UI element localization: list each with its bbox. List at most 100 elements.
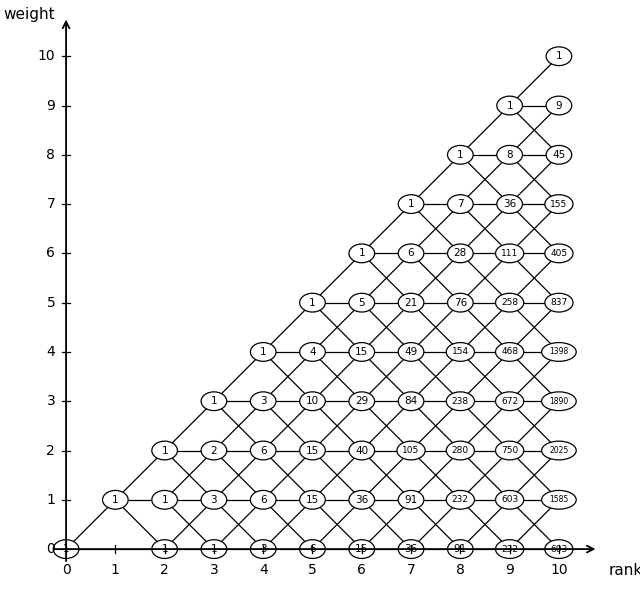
Ellipse shape bbox=[398, 392, 424, 410]
Ellipse shape bbox=[397, 441, 425, 460]
Text: 2: 2 bbox=[211, 445, 217, 455]
Ellipse shape bbox=[152, 441, 177, 460]
Ellipse shape bbox=[300, 343, 325, 361]
Text: 7: 7 bbox=[47, 197, 55, 211]
Text: 603: 603 bbox=[550, 544, 568, 554]
Text: 1: 1 bbox=[358, 248, 365, 259]
Ellipse shape bbox=[300, 441, 325, 460]
Text: 3: 3 bbox=[209, 563, 218, 577]
Text: 1: 1 bbox=[112, 495, 118, 505]
Ellipse shape bbox=[53, 540, 79, 559]
Text: 1: 1 bbox=[111, 563, 120, 577]
Ellipse shape bbox=[541, 343, 576, 361]
Ellipse shape bbox=[447, 244, 473, 263]
Text: 6: 6 bbox=[309, 544, 316, 554]
Text: 3: 3 bbox=[260, 396, 266, 406]
Ellipse shape bbox=[300, 490, 325, 509]
Text: 0: 0 bbox=[61, 563, 70, 577]
Text: 232: 232 bbox=[501, 544, 518, 554]
Text: 76: 76 bbox=[454, 298, 467, 308]
Text: 6: 6 bbox=[357, 563, 366, 577]
Text: 10: 10 bbox=[306, 396, 319, 406]
Ellipse shape bbox=[546, 96, 572, 115]
Ellipse shape bbox=[495, 490, 524, 509]
Ellipse shape bbox=[300, 294, 325, 312]
Ellipse shape bbox=[102, 490, 128, 509]
Text: 238: 238 bbox=[452, 397, 469, 406]
Ellipse shape bbox=[446, 343, 474, 361]
Text: 15: 15 bbox=[355, 544, 369, 554]
Ellipse shape bbox=[545, 294, 573, 312]
Ellipse shape bbox=[495, 294, 524, 312]
Ellipse shape bbox=[349, 392, 374, 410]
Text: 1: 1 bbox=[506, 101, 513, 110]
Ellipse shape bbox=[545, 540, 573, 559]
Text: 91: 91 bbox=[454, 544, 467, 554]
Text: 45: 45 bbox=[552, 150, 566, 160]
Text: 4: 4 bbox=[47, 345, 55, 359]
Ellipse shape bbox=[250, 540, 276, 559]
Text: weight: weight bbox=[4, 7, 55, 22]
Text: 1: 1 bbox=[211, 544, 217, 554]
Ellipse shape bbox=[201, 490, 227, 509]
Ellipse shape bbox=[398, 540, 424, 559]
Ellipse shape bbox=[201, 540, 227, 559]
Text: 750: 750 bbox=[501, 446, 518, 455]
Text: 9: 9 bbox=[556, 101, 562, 110]
Text: 7: 7 bbox=[457, 199, 463, 209]
Text: 36: 36 bbox=[355, 495, 369, 505]
Text: 232: 232 bbox=[452, 495, 469, 504]
Ellipse shape bbox=[495, 540, 524, 559]
Text: 7: 7 bbox=[406, 563, 415, 577]
Text: 49: 49 bbox=[404, 347, 418, 357]
Text: 1: 1 bbox=[211, 396, 217, 406]
Text: 6: 6 bbox=[260, 495, 266, 505]
Ellipse shape bbox=[398, 490, 424, 509]
Text: 9: 9 bbox=[505, 563, 514, 577]
Text: 84: 84 bbox=[404, 396, 418, 406]
Text: 8: 8 bbox=[506, 150, 513, 160]
Text: rank: rank bbox=[608, 563, 640, 578]
Text: 4: 4 bbox=[259, 563, 268, 577]
Ellipse shape bbox=[250, 441, 276, 460]
Text: 2: 2 bbox=[160, 563, 169, 577]
Text: 3: 3 bbox=[260, 544, 266, 554]
Ellipse shape bbox=[349, 441, 374, 460]
Text: 1: 1 bbox=[161, 445, 168, 455]
Ellipse shape bbox=[349, 540, 374, 559]
Ellipse shape bbox=[545, 244, 573, 263]
Text: 15: 15 bbox=[306, 495, 319, 505]
Text: 258: 258 bbox=[501, 298, 518, 307]
Ellipse shape bbox=[250, 490, 276, 509]
Text: 6: 6 bbox=[46, 246, 55, 260]
Text: 1890: 1890 bbox=[549, 397, 568, 406]
Ellipse shape bbox=[541, 441, 576, 460]
Ellipse shape bbox=[300, 392, 325, 410]
Ellipse shape bbox=[495, 244, 524, 263]
Ellipse shape bbox=[447, 195, 473, 213]
Ellipse shape bbox=[447, 540, 473, 559]
Ellipse shape bbox=[497, 195, 522, 213]
Text: 6: 6 bbox=[408, 248, 414, 259]
Text: 0: 0 bbox=[47, 542, 55, 556]
Text: 91: 91 bbox=[404, 495, 418, 505]
Text: 1: 1 bbox=[457, 150, 463, 160]
Ellipse shape bbox=[152, 490, 177, 509]
Ellipse shape bbox=[495, 343, 524, 361]
Text: 468: 468 bbox=[501, 347, 518, 356]
Text: 155: 155 bbox=[550, 200, 568, 209]
Text: 837: 837 bbox=[550, 298, 568, 307]
Text: 1398: 1398 bbox=[549, 347, 568, 356]
Ellipse shape bbox=[398, 343, 424, 361]
Ellipse shape bbox=[495, 392, 524, 410]
Text: 280: 280 bbox=[452, 446, 469, 455]
Text: 10: 10 bbox=[38, 49, 55, 63]
Ellipse shape bbox=[398, 244, 424, 263]
Text: 1: 1 bbox=[260, 347, 266, 357]
Ellipse shape bbox=[497, 96, 522, 115]
Text: 6: 6 bbox=[260, 445, 266, 455]
Text: 5: 5 bbox=[358, 298, 365, 308]
Text: 28: 28 bbox=[454, 248, 467, 259]
Ellipse shape bbox=[546, 47, 572, 66]
Text: 1585: 1585 bbox=[549, 495, 568, 504]
